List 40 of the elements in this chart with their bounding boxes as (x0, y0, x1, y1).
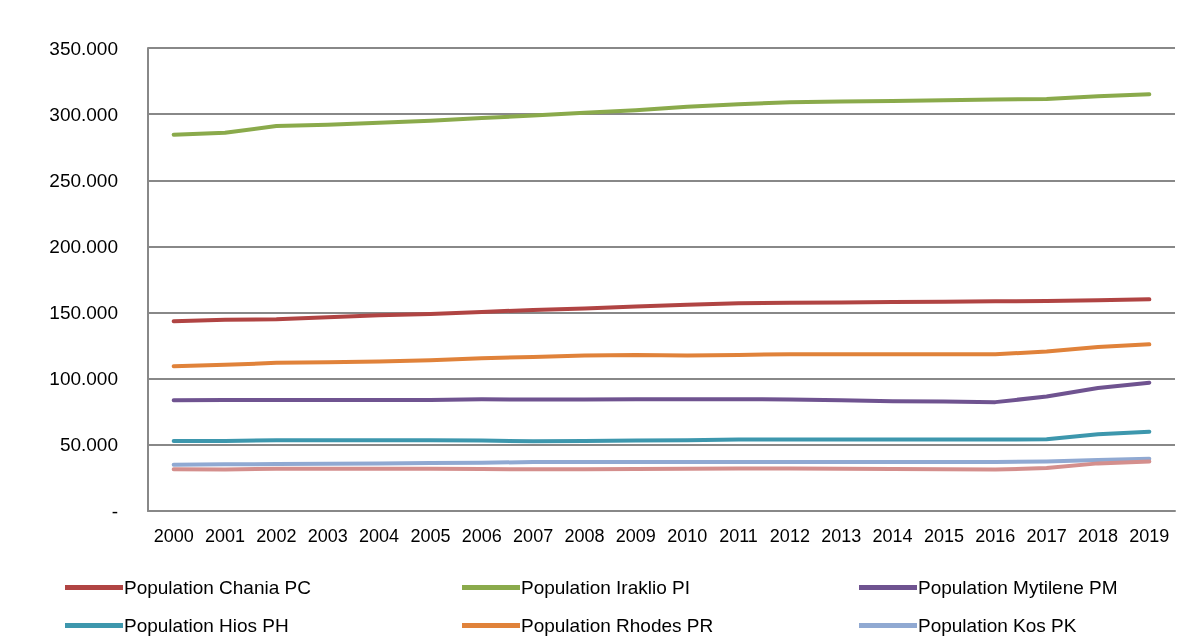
x-tick-label: 2014 (872, 526, 913, 546)
x-tick-label: 2012 (769, 526, 810, 546)
line-series (171, 342, 1152, 369)
legend-label: Population Iraklio PI (521, 577, 690, 598)
x-tick-label: 2003 (307, 526, 348, 546)
line-series (171, 429, 1152, 444)
x-tick-label: 2010 (667, 526, 708, 546)
y-tick-label: - (111, 500, 118, 522)
y-tick-label: 200.000 (49, 235, 118, 257)
x-tick-label: 2001 (205, 526, 246, 546)
x-tick-label: 2002 (256, 526, 297, 546)
x-tick-label: 2005 (410, 526, 451, 546)
x-tick-label: 2017 (1026, 526, 1067, 546)
y-tick-label: 350.000 (49, 37, 118, 59)
legend-label: Population Rhodes PR (521, 615, 714, 636)
x-tick-label: 2007 (513, 526, 554, 546)
x-tick-label: 2013 (821, 526, 862, 546)
x-tick-label: 2019 (1129, 526, 1170, 546)
x-tick-label: 2006 (461, 526, 502, 546)
line-series (171, 380, 1152, 405)
legend-label: Population Mytilene PM (918, 577, 1118, 598)
x-tick-label: 2009 (615, 526, 656, 546)
x-tick-label: 2018 (1077, 526, 1118, 546)
line-series (171, 297, 1152, 324)
legend-label: Population Kos PK (918, 615, 1077, 636)
y-tick-label: 100.000 (49, 368, 118, 390)
line-series (171, 459, 1152, 472)
y-tick-label: 50.000 (59, 434, 118, 456)
y-tick-label: 250.000 (49, 169, 118, 191)
x-tick-label: 2008 (564, 526, 605, 546)
x-tick-label: 2015 (923, 526, 964, 546)
y-tick-label: 300.000 (49, 103, 118, 125)
x-tick-label: 2016 (975, 526, 1016, 546)
x-tick-label: 2004 (359, 526, 400, 546)
legend-label: Population Chania PC (124, 577, 311, 598)
y-tick-label: 150.000 (49, 302, 118, 324)
x-tick-label: 2000 (153, 526, 194, 546)
legend-label: Population Hios PH (124, 615, 289, 636)
x-tick-label: 2011 (719, 526, 758, 546)
line-series (171, 92, 1152, 137)
